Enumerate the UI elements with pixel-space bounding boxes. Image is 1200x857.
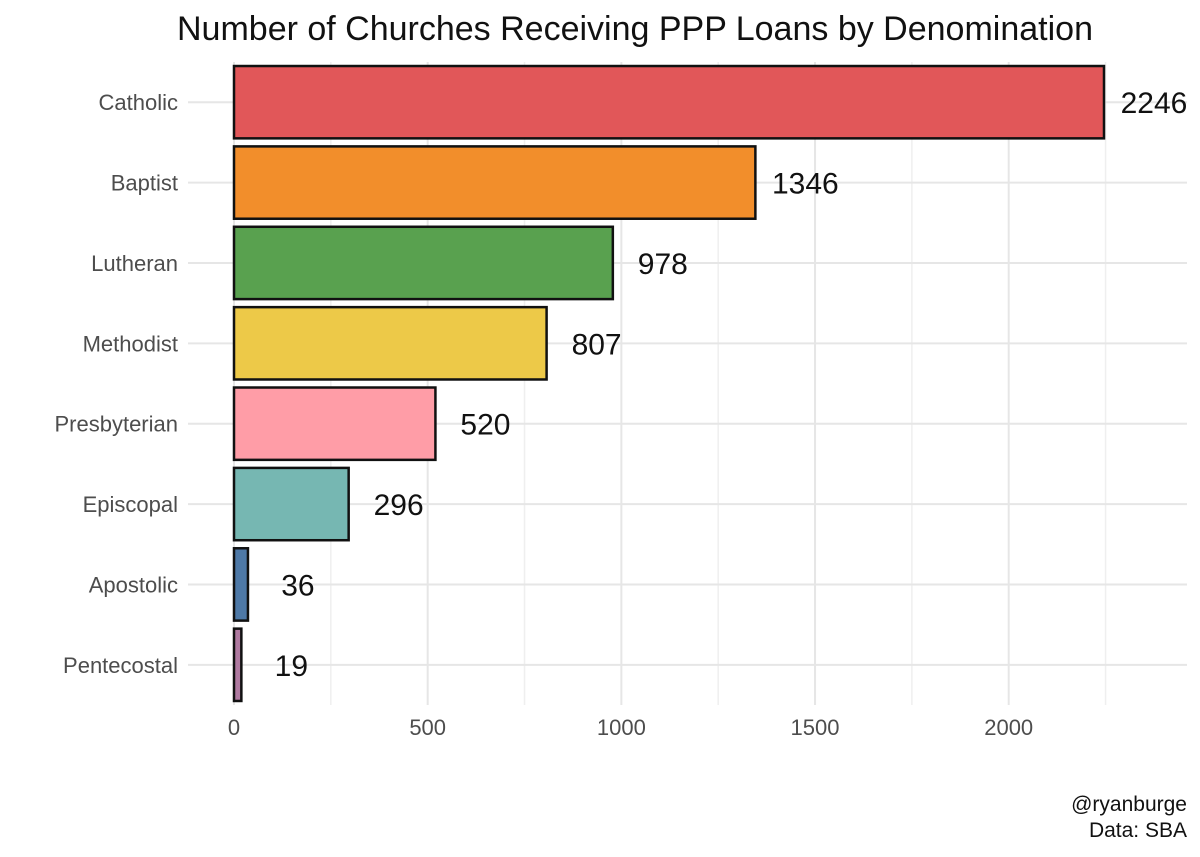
category-label-presbyterian: Presbyterian	[54, 412, 178, 437]
bar-baptist	[232, 145, 757, 220]
value-label-methodist: 807	[572, 328, 622, 361]
value-label-apostolic: 36	[281, 569, 314, 602]
caption-source: Data: SBA	[1089, 819, 1187, 842]
category-label-lutheran: Lutheran	[91, 251, 178, 276]
value-label-catholic: 2246	[1121, 87, 1188, 120]
bar-methodist	[232, 305, 548, 381]
category-labels: Catholic Baptist Lutheran Methodist Presbyte…	[54, 90, 178, 678]
bar-lutheran	[232, 225, 615, 301]
bar-catholic	[232, 64, 1106, 140]
x-tick-label: 1500	[791, 715, 840, 740]
bar-episcopal	[232, 466, 350, 542]
x-tick-label: 0	[228, 715, 240, 740]
category-label-pentecostal: Pentecostal	[63, 653, 178, 678]
x-tick-label: 500	[409, 715, 446, 740]
x-axis-ticks: 0 500 1000 1500 2000	[228, 715, 1033, 740]
category-label-apostolic: Apostolic	[89, 572, 178, 597]
bar-pentecostal	[232, 627, 243, 703]
x-tick-label: 2000	[984, 715, 1033, 740]
x-tick-label: 1000	[597, 715, 646, 740]
value-label-lutheran: 978	[638, 248, 688, 281]
value-labels: 2246 1346 978 807 520 296 36 19	[275, 87, 1188, 683]
category-label-methodist: Methodist	[83, 331, 178, 356]
category-label-baptist: Baptist	[111, 171, 178, 196]
value-label-pentecostal: 19	[275, 650, 308, 683]
category-label-episcopal: Episcopal	[83, 492, 178, 517]
bar-presbyterian	[232, 386, 437, 462]
chart-title: Number of Churches Receiving PPP Loans b…	[177, 10, 1093, 48]
value-label-presbyterian: 520	[460, 409, 510, 442]
bar-apostolic	[232, 547, 250, 622]
value-label-episcopal: 296	[374, 489, 424, 522]
bars	[232, 64, 1106, 703]
value-label-baptist: 1346	[772, 168, 839, 201]
category-label-catholic: Catholic	[99, 90, 178, 115]
caption-author: @ryanburge	[1071, 793, 1187, 816]
